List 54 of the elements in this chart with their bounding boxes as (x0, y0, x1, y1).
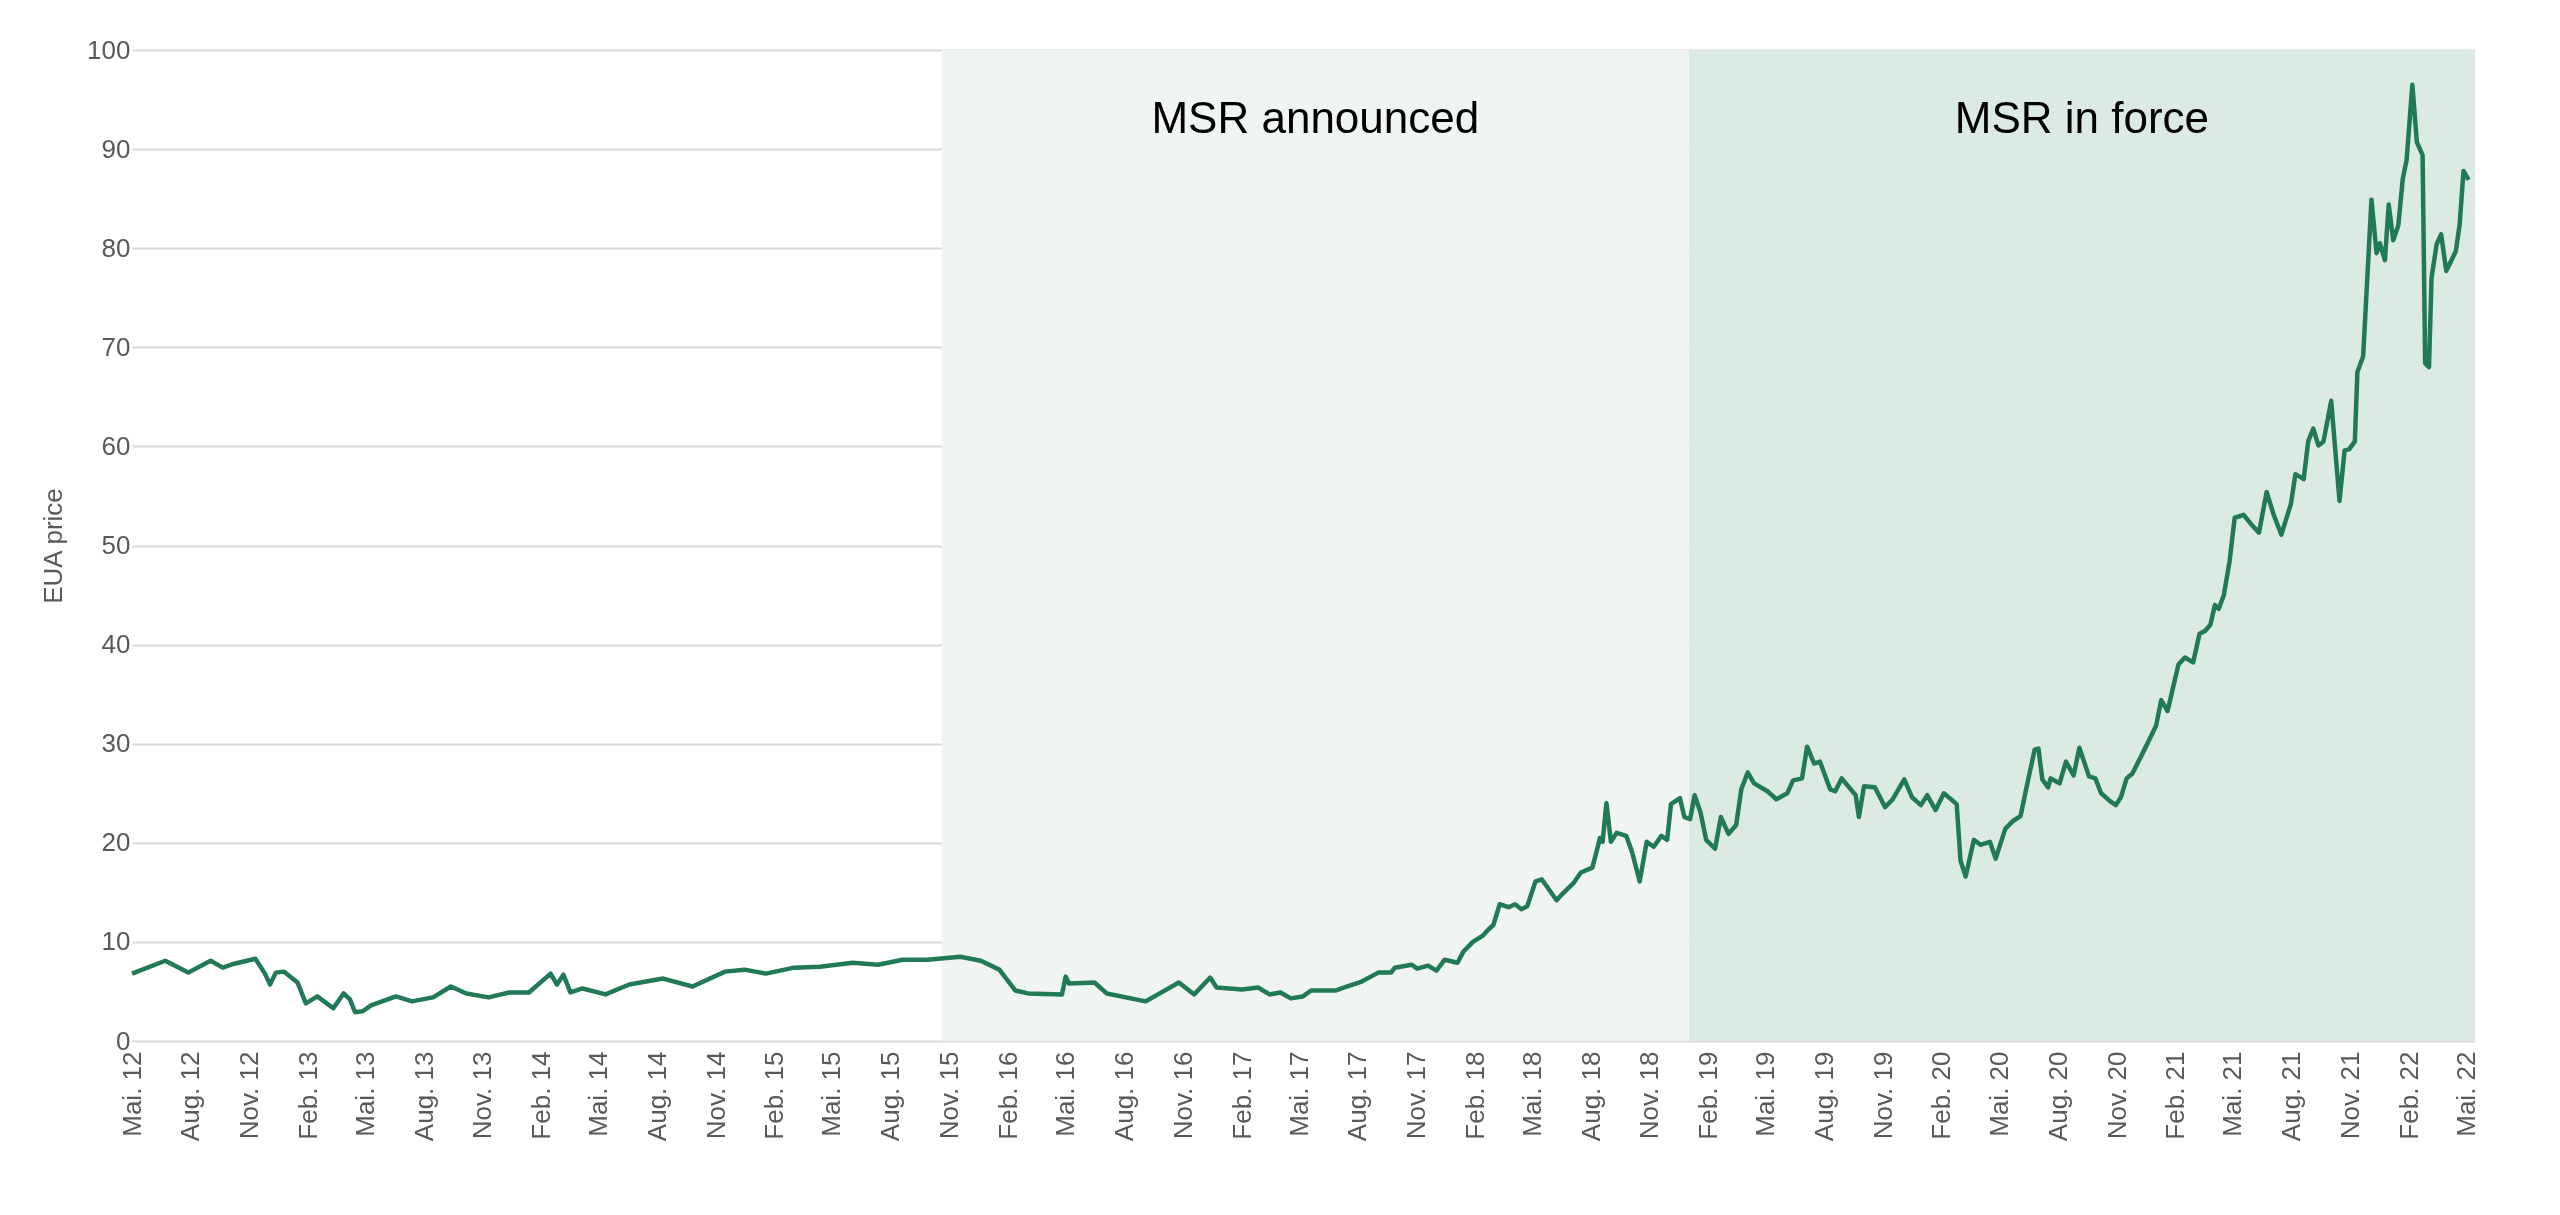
x-tick-label: Feb. 20 (1926, 1051, 1957, 1140)
x-tick-label: Aug. 14 (641, 1051, 672, 1142)
y-tick-label: 90 (101, 133, 131, 164)
x-tick-label: Nov. 12 (234, 1051, 265, 1140)
y-tick-label: 40 (101, 629, 131, 660)
x-tick-label: Feb. 17 (1226, 1051, 1257, 1140)
x-tick-label: Aug. 12 (175, 1051, 206, 1142)
x-tick-label: Feb. 22 (2393, 1051, 2424, 1140)
x-tick-label: Nov. 15 (933, 1051, 964, 1140)
x-tick-label: Nov. 18 (1634, 1051, 1665, 1140)
x-tick-label: Feb. 14 (526, 1051, 557, 1140)
y-axis-title: EUA price (38, 488, 69, 604)
x-tick-label: Mai. 18 (1516, 1051, 1547, 1137)
x-tick-label: Feb. 16 (992, 1051, 1023, 1140)
band-label: MSR in force (1954, 93, 2210, 142)
y-tick-label: 10 (101, 926, 131, 957)
x-tick-label: Aug. 21 (2276, 1051, 2307, 1142)
x-tick-label: Feb. 21 (2160, 1051, 2191, 1140)
line-series (129, 82, 2471, 1015)
x-tick-label: Nov. 16 (1167, 1051, 1198, 1140)
x-tick-label: Aug. 16 (1109, 1051, 1140, 1142)
x-tick-label: Mai. 15 (816, 1051, 847, 1137)
x-tick-label: Mai. 13 (349, 1051, 380, 1137)
x-tick-label: Nov. 17 (1401, 1051, 1432, 1140)
x-tick-label: Nov. 14 (700, 1051, 731, 1140)
y-tick-label: 20 (101, 827, 131, 858)
y-tick-label: 100 (87, 34, 131, 65)
x-tick-label: Aug. 13 (408, 1051, 439, 1142)
y-tick-label: 80 (101, 232, 131, 263)
y-tick-label: 30 (101, 728, 131, 759)
x-tick-label: Mai. 22 (2450, 1051, 2481, 1137)
x-tick-label: Nov. 21 (2334, 1051, 2365, 1140)
x-tick-label: Aug. 19 (1808, 1051, 1839, 1142)
y-tick-label: 60 (101, 430, 131, 461)
y-tick-label: 50 (101, 530, 131, 560)
x-tick-label: Nov. 20 (2101, 1051, 2132, 1140)
x-tick-label: Mai. 17 (1283, 1051, 1314, 1137)
band-label: MSR announced (1151, 93, 1480, 142)
x-tick-label: Mai. 20 (1984, 1051, 2014, 1137)
x-tick-label: Feb. 15 (759, 1051, 790, 1140)
x-tick-label: Feb. 19 (1693, 1051, 1724, 1140)
x-tick-label: Aug. 20 (2042, 1051, 2073, 1142)
x-tick-label: Aug. 17 (1342, 1051, 1373, 1142)
x-tick-label: Mai. 14 (583, 1051, 614, 1137)
x-tick-label: Mai. 19 (1750, 1051, 1781, 1137)
x-tick-label: Aug. 15 (875, 1051, 906, 1142)
x-tick-label: Mai. 21 (2217, 1051, 2248, 1137)
x-tick-label: Nov. 13 (467, 1051, 498, 1140)
x-tick-label: Mai. 16 (1050, 1051, 1081, 1137)
x-tick-label: Aug. 18 (1575, 1051, 1606, 1142)
x-tick-label: Feb. 18 (1459, 1051, 1490, 1140)
x-tick-label: Nov. 19 (1867, 1051, 1898, 1140)
y-tick-label: 70 (101, 331, 131, 362)
x-tick-label: Feb. 13 (292, 1051, 323, 1140)
